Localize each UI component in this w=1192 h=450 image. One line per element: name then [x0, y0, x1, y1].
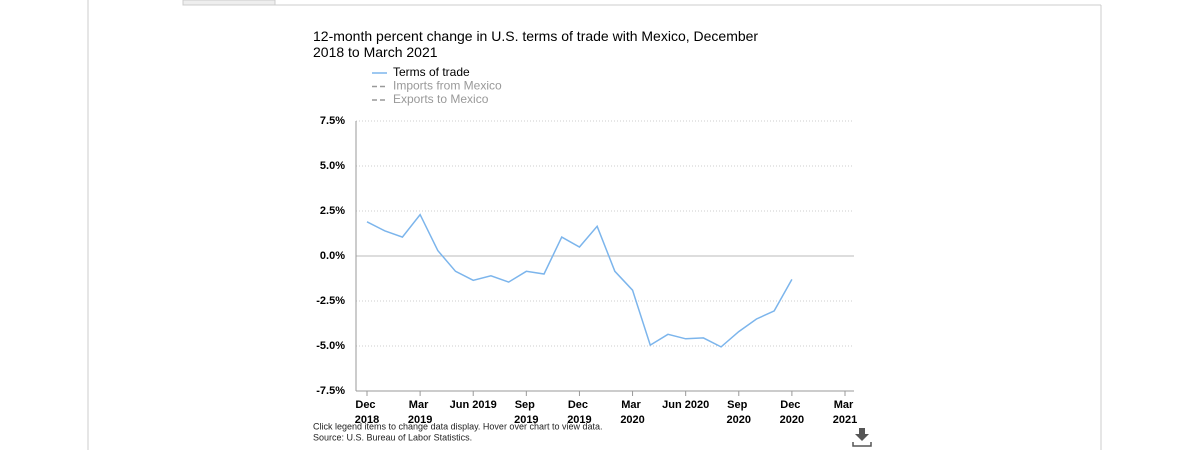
chart-title: 12-month percent change in U.S. terms of… [313, 28, 762, 60]
x-tick-label: Dec 2019 [567, 399, 591, 426]
legend-label[interactable]: Exports to Mexico [393, 92, 489, 106]
tab[interactable] [182, 0, 276, 6]
y-tick-label: 0.0% [320, 250, 345, 262]
x-tick-label: Jun 2020 [662, 399, 709, 411]
x-tick-label: Mar 2020 [620, 399, 644, 426]
data-line [366, 213, 793, 348]
y-tick-label: -5.0% [316, 340, 345, 352]
x-tick-label: Mar 2019 [408, 399, 432, 426]
x-tick-label: Sep 2019 [514, 399, 538, 426]
legend-label[interactable]: Terms of trade [393, 65, 470, 79]
x-tick-label: Dec 2018 [355, 399, 379, 426]
note: Click legend items to change data displa… [313, 421, 602, 431]
y-tick-label: -7.5% [316, 385, 345, 397]
y-tick-label: 5.0% [320, 160, 345, 172]
y-tick-label: 7.5% [320, 115, 345, 127]
x-tick-label: Dec 2020 [780, 399, 804, 426]
legend-label[interactable]: Imports from Mexico [393, 79, 502, 93]
y-tick-label: -2.5% [316, 295, 345, 307]
source: Source: U.S. Bureau of Labor Statistics. [313, 432, 472, 442]
x-tick-label: Sep 2020 [727, 399, 751, 426]
y-tick-label: 2.5% [320, 205, 345, 217]
x-tick-label: Jun 2019 [450, 399, 497, 411]
download-icon[interactable] [852, 428, 872, 447]
x-tick-label: Mar 2021 [833, 399, 857, 426]
